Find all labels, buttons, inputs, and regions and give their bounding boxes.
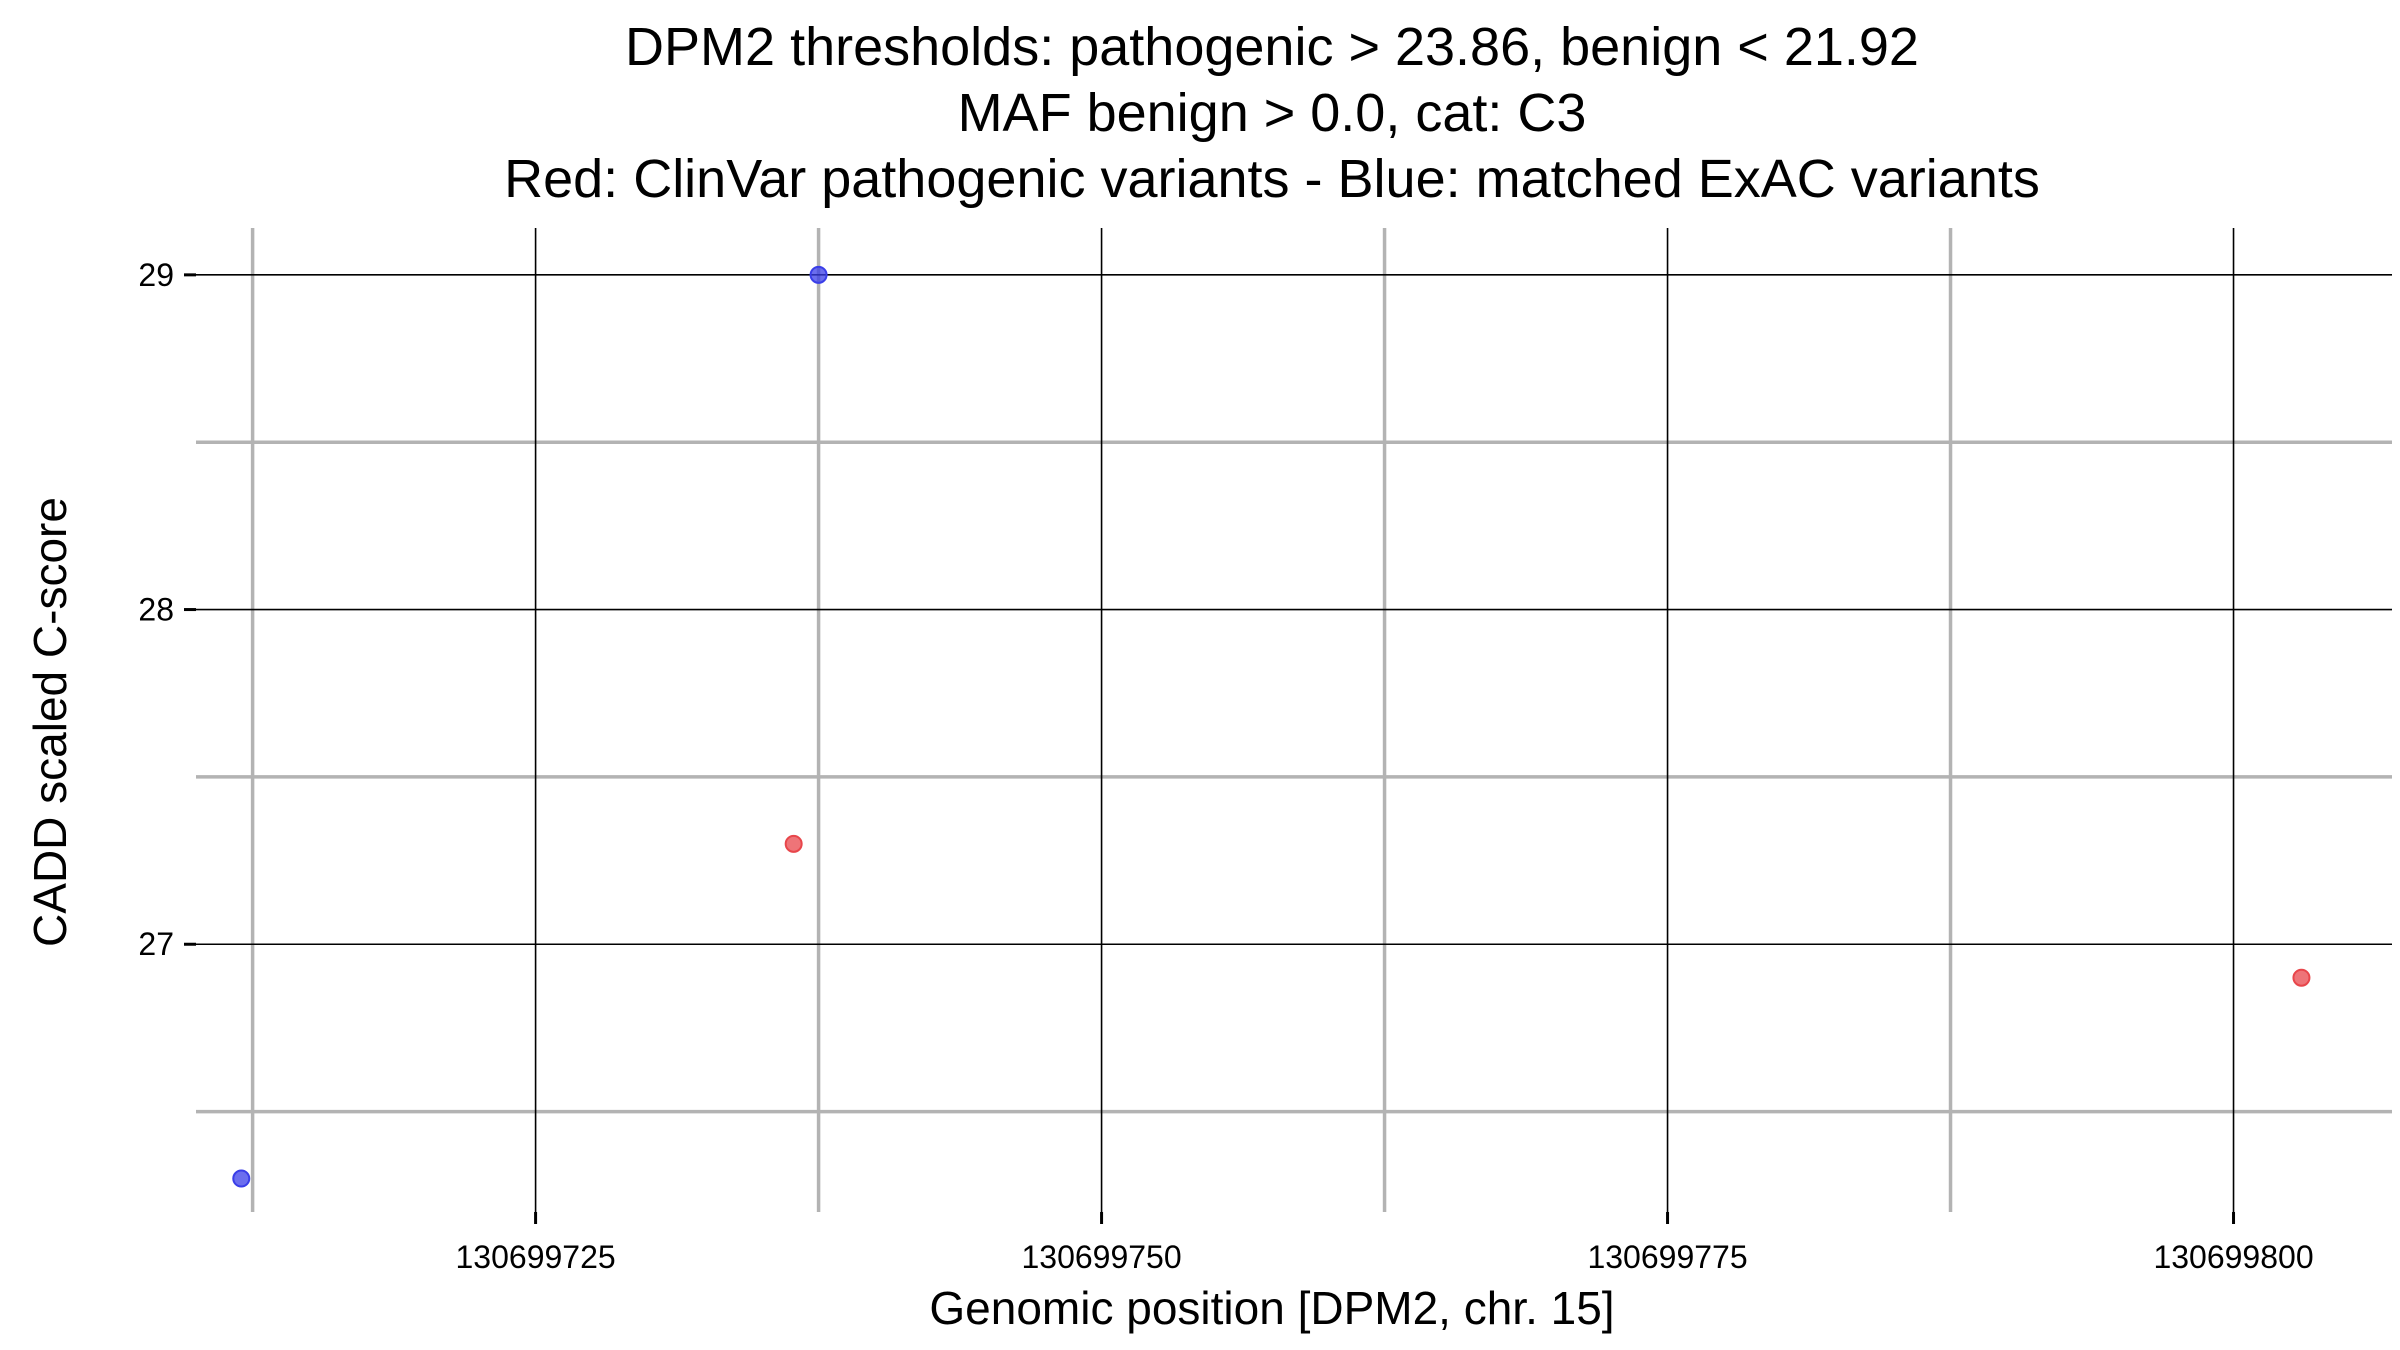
y-tick-label: 28 xyxy=(138,592,174,628)
x-tick-label: 130699775 xyxy=(1587,1239,1747,1275)
data-points xyxy=(232,265,2311,1188)
major-gridlines xyxy=(196,228,2392,1212)
minor-gridlines xyxy=(196,228,2392,1212)
title-line-2: MAF benign > 0.0, cat: C3 xyxy=(958,83,1587,143)
clinvar-point xyxy=(2292,968,2311,987)
axis-ticks xyxy=(184,273,2236,1224)
x-tick-label: 130699800 xyxy=(2153,1239,2313,1275)
x-tick-label: 130699725 xyxy=(456,1239,616,1275)
exac-point xyxy=(809,265,828,284)
title-line-3: Red: ClinVar pathogenic variants - Blue:… xyxy=(504,149,2040,209)
y-tick-label: 27 xyxy=(138,926,174,962)
chart-title: DPM2 thresholds: pathogenic > 23.86, ben… xyxy=(504,17,2040,209)
title-line-1: DPM2 thresholds: pathogenic > 23.86, ben… xyxy=(625,17,1919,77)
y-axis-label: CADD scaled C-score xyxy=(24,497,76,947)
clinvar-point xyxy=(784,834,803,853)
x-tick-label: 130699750 xyxy=(1021,1239,1181,1275)
tick-labels: 130699725 130699750 130699775 130699800 27 28… xyxy=(138,257,2313,1275)
x-axis-label: Genomic position [DPM2, chr. 15] xyxy=(929,1282,1614,1334)
y-tick-label: 29 xyxy=(138,257,174,293)
exac-point xyxy=(232,1169,251,1188)
